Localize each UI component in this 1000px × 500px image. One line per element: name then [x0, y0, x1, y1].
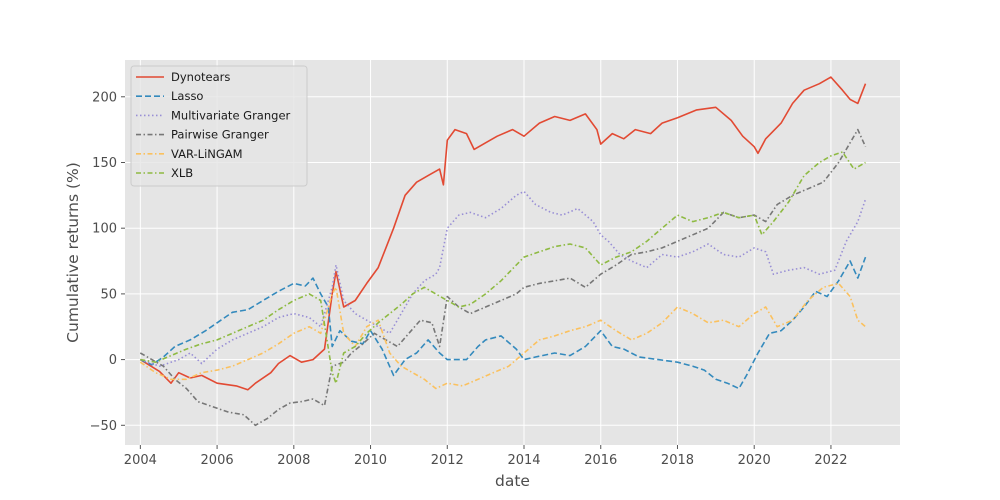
x-tick-label: 2008: [277, 453, 310, 468]
legend-label: XLB: [171, 166, 193, 180]
x-tick-label: 2020: [738, 453, 771, 468]
legend-box: [130, 65, 308, 187]
x-axis-label: date: [495, 472, 530, 490]
legend-label: VAR-LiNGAM: [171, 147, 243, 161]
x-tick-label: 2018: [661, 453, 694, 468]
x-tick-label: 2004: [124, 453, 157, 468]
series-line-5: [140, 151, 866, 384]
series-line-0: [139, 76, 867, 391]
x-axis-ticks: 2004 2006 2008 2010 2012 2014 2016 2018 2020 2022: [124, 445, 847, 468]
x-tick-label: 2016: [584, 453, 617, 468]
legend-label: Dynotears: [171, 70, 230, 84]
y-tick-label: 150: [92, 156, 117, 171]
y-tick-label: 100: [92, 222, 117, 237]
series-layer: [139, 76, 867, 427]
y-tick-label: 50: [100, 287, 117, 302]
legend-label: Pairwise Granger: [171, 128, 269, 142]
y-tick-label: −50: [90, 419, 117, 434]
y-axis-ticks: −50 0 50 100 150 200: [90, 90, 125, 434]
x-tick-label: 2012: [431, 453, 464, 468]
x-tick-label: 2014: [507, 453, 540, 468]
legend: Dynotears Lasso Multivariate Granger Pairwi…: [130, 65, 308, 187]
legend-label: Multivariate Granger: [171, 108, 291, 122]
y-axis-label: Cumulative returns (%): [64, 162, 82, 343]
y-tick-label: 200: [92, 90, 117, 105]
y-tick-label: 0: [109, 353, 117, 368]
legend-label: Lasso: [171, 89, 203, 103]
x-tick-label: 2006: [201, 453, 234, 468]
x-tick-label: 2010: [354, 453, 387, 468]
series-line-4: [139, 282, 867, 390]
series-line-1: [139, 256, 867, 390]
series-line-2: [140, 190, 867, 367]
series-line-3: [139, 128, 867, 427]
x-tick-label: 2022: [814, 453, 847, 468]
